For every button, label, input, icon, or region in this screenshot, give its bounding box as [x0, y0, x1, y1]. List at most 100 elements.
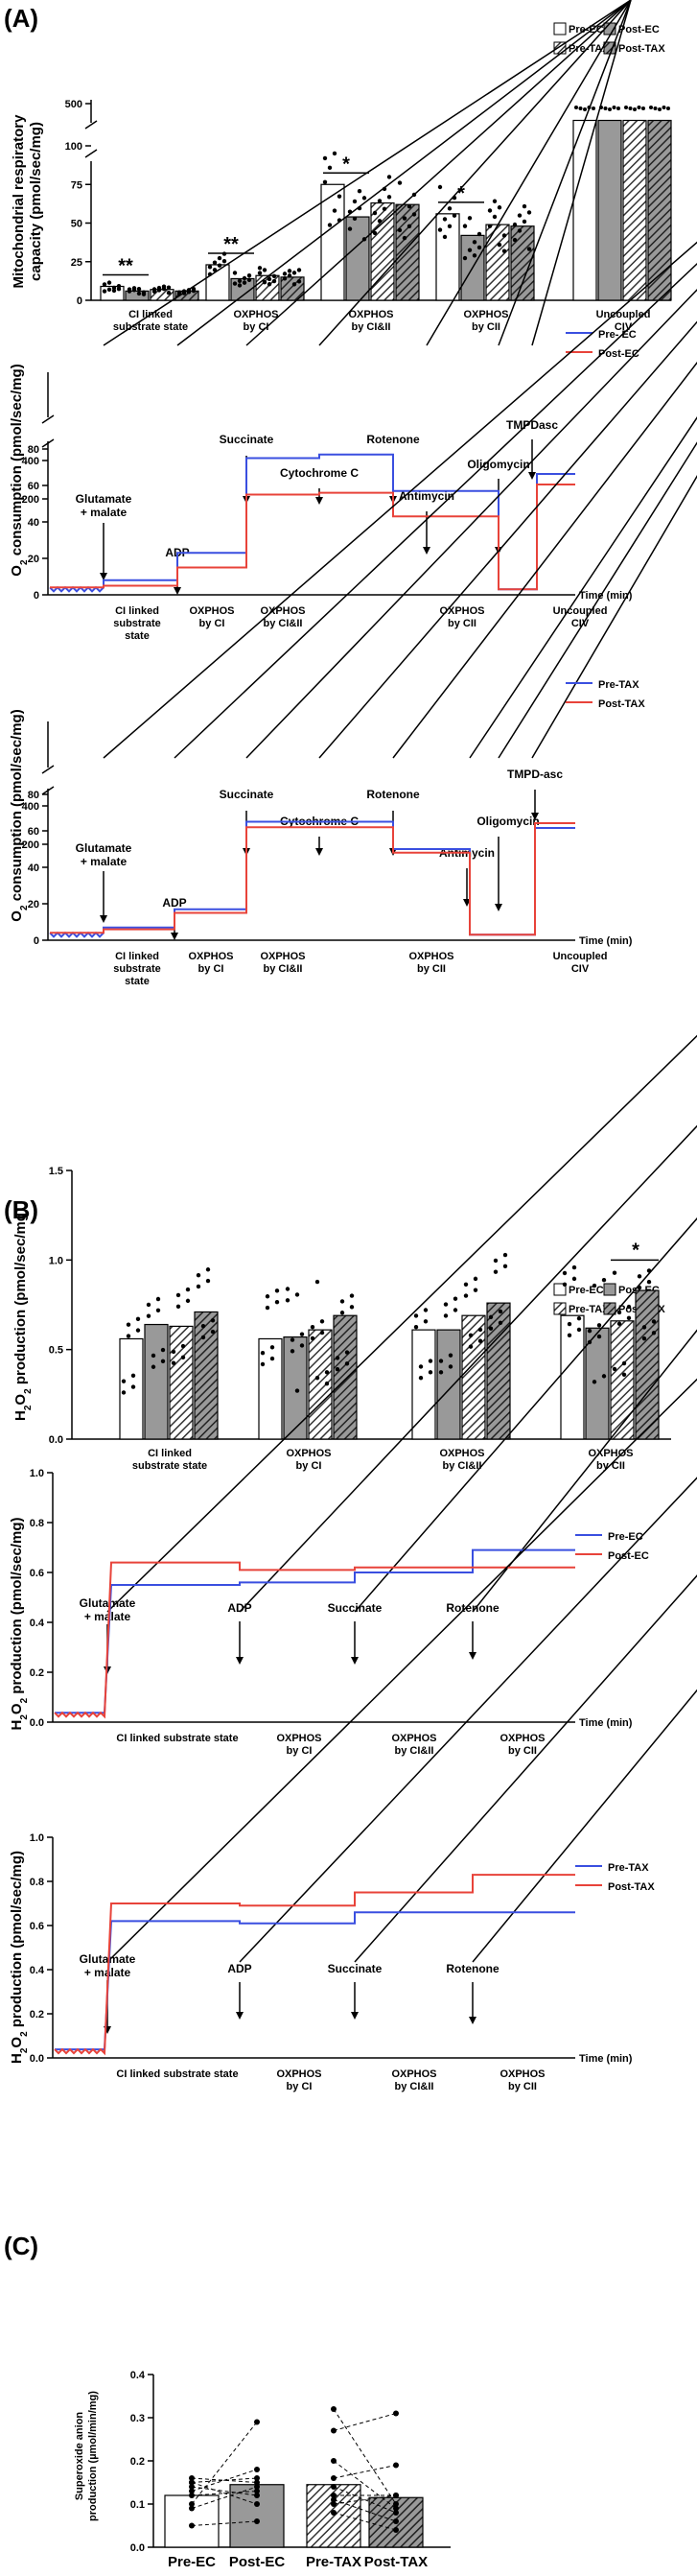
- data-point: [601, 1374, 607, 1379]
- bar: [635, 1289, 660, 1440]
- data-point: [587, 1329, 592, 1334]
- event-arrow-head: [174, 587, 181, 595]
- y-tick-label: 0.4: [130, 2370, 146, 2381]
- data-point: [621, 1360, 627, 1366]
- paired-line: [191, 2422, 258, 2505]
- data-point: [180, 1343, 186, 1349]
- data-point: [151, 1353, 156, 1359]
- trace-line: [50, 822, 575, 936]
- data-point: [106, 280, 112, 285]
- y-tick-label: 60: [28, 826, 39, 838]
- paired-line: [191, 2491, 258, 2496]
- data-point: [437, 184, 443, 190]
- data-point: [331, 2510, 337, 2516]
- bar: [436, 1329, 461, 1440]
- data-point: [217, 255, 222, 261]
- data-point: [161, 286, 167, 292]
- data-point: [166, 291, 172, 295]
- y-tick-label: 0.2: [130, 2456, 145, 2468]
- significance-marker: **: [223, 234, 239, 255]
- trace-line: [50, 484, 575, 591]
- data-point: [562, 1270, 568, 1276]
- paired-line: [191, 2520, 258, 2526]
- bar: [622, 119, 647, 301]
- legend-swatch: [553, 1302, 567, 1315]
- legend-label: Post-TAX: [608, 1881, 655, 1893]
- axis-break: [84, 120, 98, 130]
- y-tick-label: 0: [77, 295, 82, 307]
- axis-break: [41, 786, 55, 795]
- state-label: by CII: [417, 963, 446, 975]
- event-label: Glutamate: [80, 1596, 136, 1610]
- data-point: [327, 223, 333, 227]
- data-point: [291, 282, 297, 287]
- data-point: [501, 248, 507, 253]
- data-point: [393, 2493, 399, 2498]
- x-axis-label: Time (min): [579, 1717, 633, 1729]
- [object Object]: [469, 416, 697, 759]
- paired-line: [333, 2494, 397, 2505]
- state-label: by CI&II: [264, 618, 303, 629]
- y-axis-label: H2O2 production (pmol/sec/mg): [9, 1851, 30, 2064]
- data-point: [254, 2518, 260, 2524]
- data-point: [254, 2475, 260, 2481]
- y-axis-label: O2 consumption (pmol/sec/mg): [9, 364, 30, 576]
- event-label: TMPD-asc: [507, 768, 563, 781]
- state-label: by CI: [199, 618, 225, 629]
- data-point: [468, 1333, 474, 1338]
- y-tick-label: 0.5: [49, 1345, 63, 1357]
- bar: [370, 201, 395, 301]
- data-point: [191, 288, 197, 294]
- data-point: [418, 1376, 424, 1381]
- data-point: [324, 1381, 330, 1386]
- data-point: [574, 106, 578, 109]
- data-point: [592, 106, 595, 110]
- data-point: [472, 240, 477, 245]
- data-point: [166, 285, 172, 290]
- data-point: [111, 288, 117, 294]
- data-point: [492, 199, 498, 203]
- data-point: [196, 1272, 201, 1278]
- [object Object]: [354, 1574, 697, 1963]
- y-axis-label: Mitochondrial respiratory: [11, 114, 27, 289]
- data-point: [477, 1338, 483, 1343]
- data-point: [411, 212, 417, 217]
- data-point: [155, 1308, 161, 1312]
- data-point: [260, 1361, 266, 1367]
- data-point: [526, 210, 532, 215]
- data-point: [189, 2522, 195, 2529]
- event-label: Rotenone: [446, 1601, 500, 1615]
- legend-swatch: [603, 1283, 616, 1296]
- event-label: Glutamate: [80, 1952, 136, 1966]
- data-point: [616, 1321, 622, 1326]
- data-point: [626, 1304, 632, 1310]
- data-point: [493, 1269, 499, 1274]
- data-point: [473, 1276, 478, 1282]
- y-tick-label: 200: [22, 839, 39, 851]
- data-point: [160, 1347, 166, 1353]
- event-label: Glutamate: [76, 841, 132, 855]
- state-label: state: [125, 630, 150, 642]
- state-label: CI linked substrate state: [116, 2068, 238, 2080]
- [object Object]: [531, 0, 632, 346]
- data-point: [442, 217, 448, 222]
- [object Object]: [176, 0, 632, 346]
- y-tick-label: 0.8: [30, 1518, 44, 1529]
- data-point: [274, 1288, 280, 1293]
- event-arrow-head: [171, 933, 178, 940]
- data-point: [200, 1335, 206, 1340]
- data-point: [331, 2484, 337, 2490]
- paired-line: [191, 2486, 258, 2496]
- trace-line: [49, 820, 575, 938]
- [object Object]: [354, 1217, 697, 1613]
- data-point: [135, 1316, 141, 1322]
- data-point: [200, 1324, 206, 1329]
- data-point: [116, 286, 122, 292]
- data-point: [407, 204, 412, 209]
- data-point: [290, 1337, 295, 1342]
- event-arrow-head: [528, 472, 536, 480]
- event-label: ADP: [162, 896, 186, 910]
- data-point: [453, 1296, 458, 1301]
- data-point: [438, 1359, 444, 1363]
- y-tick-label: 25: [71, 257, 82, 269]
